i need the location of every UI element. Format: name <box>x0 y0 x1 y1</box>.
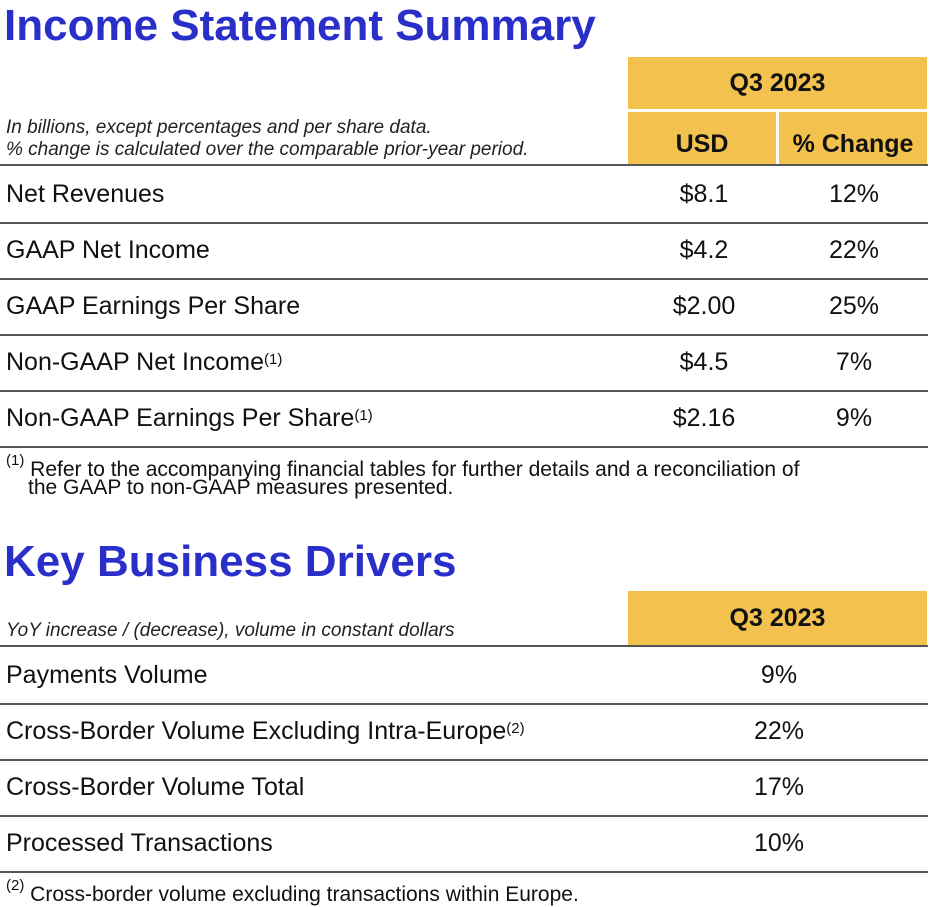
table-row: Processed Transactions 10% <box>0 815 928 873</box>
table-row: Payments Volume 9% <box>0 647 928 705</box>
row-label: Payments Volume <box>6 660 208 689</box>
driver-value: 22% <box>753 716 805 745</box>
row-label: Cross-Border Volume Total <box>6 772 305 801</box>
change-value: 12% <box>828 179 880 208</box>
row-label: Net Revenues <box>6 179 165 208</box>
driver-value: 17% <box>753 772 805 801</box>
change-value: 22% <box>828 235 880 264</box>
table-row: GAAP Net Income $4.2 22% <box>0 222 928 280</box>
row-label: Non-GAAP Net Income (1) <box>6 347 283 376</box>
driver-value: 9% <box>760 660 798 689</box>
usd-value: $2.00 <box>672 291 736 320</box>
table-row: Non-GAAP Earnings Per Share (1) $2.16 9% <box>0 390 928 448</box>
drivers-footnote: (2) Cross-border volume excluding transa… <box>6 877 579 906</box>
row-label: GAAP Earnings Per Share <box>6 291 301 320</box>
income-title: Income Statement Summary <box>4 1 596 50</box>
row-label: Processed Transactions <box>6 828 273 857</box>
row-label: Cross-Border Volume Excluding Intra-Euro… <box>6 716 525 745</box>
change-value: 9% <box>835 403 873 432</box>
change-value: 7% <box>835 347 873 376</box>
income-note-2: % change is calculated over the comparab… <box>6 139 529 160</box>
drivers-period-header: Q3 2023 <box>628 591 927 645</box>
drivers-title: Key Business Drivers <box>4 537 457 586</box>
usd-value: $4.2 <box>679 235 729 264</box>
change-column-header: % Change <box>779 112 927 164</box>
row-label: GAAP Net Income <box>6 235 210 264</box>
income-table: Net Revenues $8.1 12% GAAP Net Income $4… <box>0 164 928 448</box>
usd-value: $4.5 <box>679 347 729 376</box>
table-row: Cross-Border Volume Excluding Intra-Euro… <box>0 703 928 761</box>
table-row: Net Revenues $8.1 12% <box>0 166 928 224</box>
drivers-note: YoY increase / (decrease), volume in con… <box>6 620 455 641</box>
table-row: Non-GAAP Net Income (1) $4.5 7% <box>0 334 928 392</box>
income-note-1: In billions, except percentages and per … <box>6 117 432 138</box>
driver-value: 10% <box>753 828 805 857</box>
table-row: Cross-Border Volume Total 17% <box>0 759 928 817</box>
usd-value: $2.16 <box>672 403 736 432</box>
usd-value: $8.1 <box>679 179 729 208</box>
income-footnote: (1) Refer to the accompanying financial … <box>6 452 800 481</box>
row-label: Non-GAAP Earnings Per Share (1) <box>6 403 373 432</box>
change-value: 25% <box>828 291 880 320</box>
drivers-table: Payments Volume 9% Cross-Border Volume E… <box>0 645 928 873</box>
income-period-header: Q3 2023 <box>628 57 927 109</box>
usd-column-header: USD <box>628 112 776 164</box>
income-footnote-cont: the GAAP to non-GAAP measures presented. <box>28 476 454 499</box>
table-row: GAAP Earnings Per Share $2.00 25% <box>0 278 928 336</box>
